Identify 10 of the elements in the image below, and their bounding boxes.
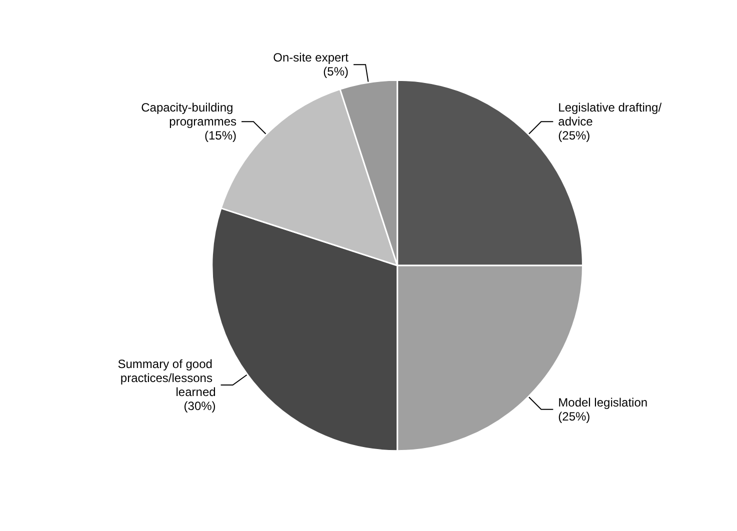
slice-label: Capacity-building programmes (141, 100, 237, 129)
slice-label: On-site expert (273, 50, 350, 65)
data-label: (25%) (558, 128, 590, 143)
data-label: (5%) (323, 64, 349, 79)
slice-label: Model legislation (558, 395, 648, 410)
data-label: (25%) (558, 409, 590, 424)
slice-label: Summary of good practices/lessons learned (118, 357, 216, 400)
slice-label: Legislative drafting/advice (558, 100, 662, 129)
data-label: (30%) (184, 399, 216, 414)
data-label: (15%) (204, 128, 237, 143)
